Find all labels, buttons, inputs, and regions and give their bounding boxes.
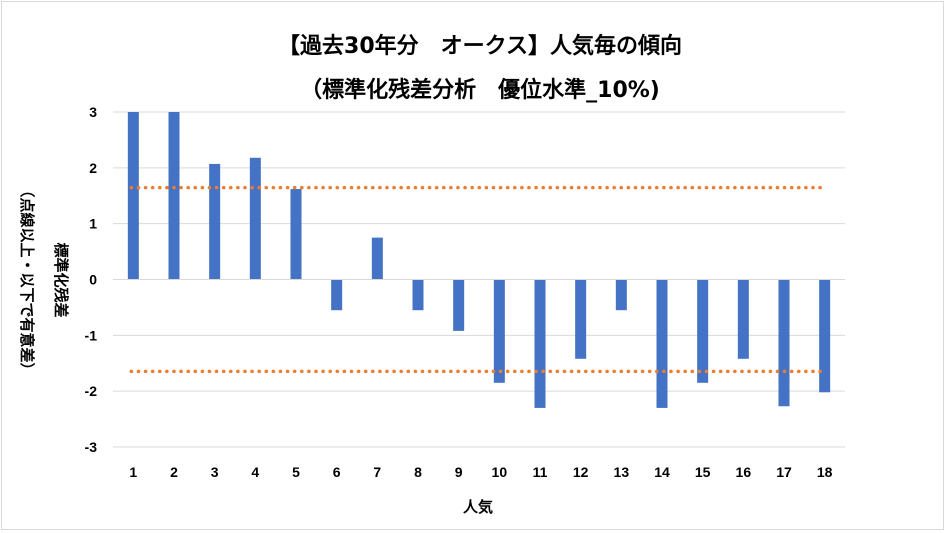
x-tick-label: 16: [736, 464, 752, 480]
y-axis-label: 標準化残差 （点線以上・以下で有意差）: [18, 182, 70, 377]
x-tick-label: 9: [455, 464, 463, 480]
bar-2: [168, 112, 180, 280]
x-tick-label: 14: [654, 464, 670, 480]
x-tick-labels: 1 2 3 4 5 6 7 8 9 10 11 12 13 14 15 16 17 18: [129, 464, 832, 480]
bar-12: [575, 279, 587, 359]
x-tick-label: 3: [211, 464, 219, 480]
bar-3: [209, 163, 221, 280]
bar-16: [737, 279, 749, 359]
x-tick-label: 13: [614, 464, 630, 480]
threshold-lines: [129, 185, 829, 374]
bar-13: [615, 279, 627, 311]
y-tick-label: -3: [85, 439, 98, 455]
x-tick-label: 8: [414, 464, 422, 480]
chart-subtitle: （標準化残差分析 優位水準_10%): [300, 77, 660, 103]
bar-1: [127, 112, 139, 280]
y-tick-label: 1: [89, 216, 97, 232]
bar-15: [697, 279, 709, 383]
chart-title: 【過去30年分 オークス】人気毎の傾向: [278, 33, 682, 59]
gridlines: [113, 111, 845, 448]
x-tick-label: 1: [129, 464, 137, 480]
bar-14: [656, 279, 668, 408]
bar-6: [331, 279, 343, 311]
y-tick-label: -2: [85, 383, 98, 399]
bar-9: [453, 279, 465, 331]
x-tick-label: 4: [251, 464, 259, 480]
bar-8: [412, 279, 424, 311]
x-tick-label: 17: [776, 464, 792, 480]
x-tick-label: 5: [292, 464, 300, 480]
bar-11: [534, 279, 546, 408]
x-tick-label: 10: [492, 464, 508, 480]
y-tick-label: 2: [89, 160, 97, 176]
x-tick-label: 7: [373, 464, 381, 480]
x-tick-label: 11: [533, 464, 548, 480]
x-tick-label: 18: [817, 464, 833, 480]
y-tick-label: -1: [85, 327, 98, 343]
bars: [127, 112, 831, 408]
y-tick-labels: 3 2 1 0 -1 -2 -3: [85, 104, 98, 455]
x-tick-label: 12: [573, 464, 589, 480]
x-tick-label: 2: [170, 464, 178, 480]
bar-5: [290, 189, 302, 280]
x-tick-label: 6: [333, 464, 341, 480]
bar-17: [778, 279, 790, 407]
y-axis-label-line1: 標準化残差: [52, 242, 70, 317]
y-tick-label: 0: [89, 272, 97, 288]
bar-10: [493, 279, 505, 383]
bar-7: [371, 237, 383, 280]
x-tick-label: 15: [695, 464, 711, 480]
bar-18: [819, 279, 831, 393]
y-tick-label: 3: [89, 104, 97, 120]
x-axis-label: 人気: [463, 498, 493, 516]
y-axis-label-line2: （点線以上・以下で有意差）: [18, 182, 36, 377]
bar-4: [249, 157, 261, 280]
